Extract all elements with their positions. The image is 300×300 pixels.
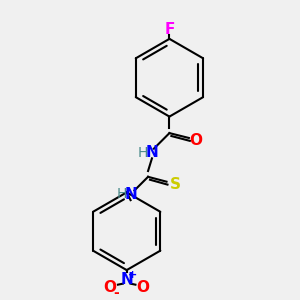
Text: N: N bbox=[120, 272, 133, 287]
Text: S: S bbox=[170, 177, 181, 192]
Text: H: H bbox=[117, 187, 127, 201]
Text: O: O bbox=[189, 134, 202, 148]
Text: O: O bbox=[104, 280, 117, 295]
Text: N: N bbox=[146, 145, 158, 160]
Text: F: F bbox=[164, 22, 175, 37]
Text: -: - bbox=[113, 286, 119, 300]
Text: O: O bbox=[137, 280, 150, 295]
Text: H: H bbox=[138, 146, 148, 160]
Text: N: N bbox=[124, 187, 137, 202]
Text: +: + bbox=[128, 270, 137, 280]
